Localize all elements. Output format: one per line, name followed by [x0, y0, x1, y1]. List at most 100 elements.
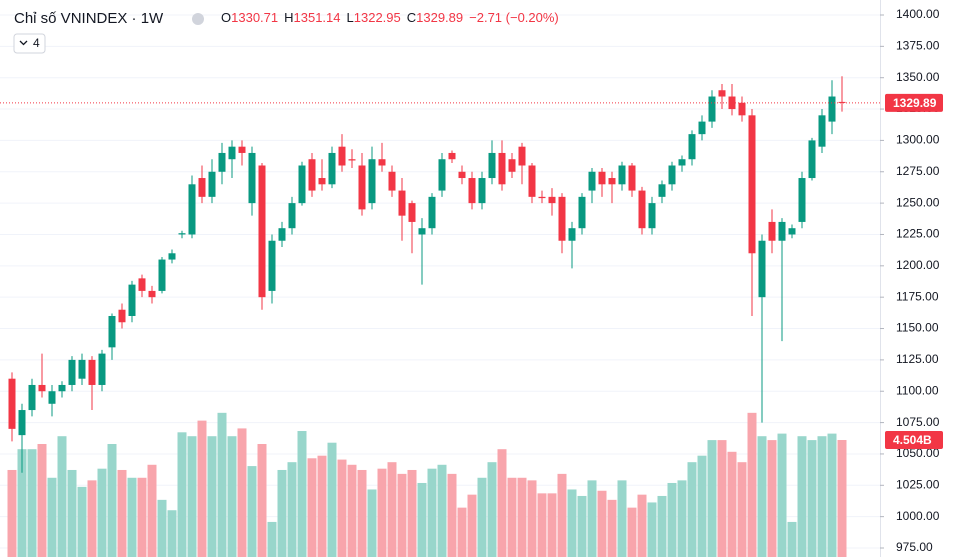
candle-body [248, 152, 256, 204]
volume-bar [217, 412, 227, 557]
candle-body [748, 115, 756, 254]
candle-body [818, 115, 826, 147]
candle-body [388, 171, 396, 191]
volume-bar [657, 495, 667, 557]
volume-bar [197, 420, 207, 557]
volume-bar [177, 432, 187, 557]
volume-bar [827, 433, 837, 557]
candle-body [168, 253, 176, 260]
candle-body [828, 96, 836, 122]
candle-body [68, 359, 76, 385]
volume-bar [267, 521, 277, 557]
candle-body [678, 159, 686, 166]
volume-bar [677, 480, 687, 557]
candle-body [838, 101, 846, 103]
volume-bar [447, 473, 457, 557]
candle-body [158, 259, 166, 291]
ohlc-value: 1329.89 [416, 10, 463, 25]
volume-bar [467, 494, 477, 557]
candle-body [598, 171, 606, 185]
y-tick-label: 1175.00 [896, 289, 939, 303]
volume-bar [437, 464, 447, 557]
candle-body [528, 165, 536, 197]
volume-bar [517, 477, 527, 557]
volume-bar [797, 436, 807, 557]
y-tick-label: 1075.00 [896, 415, 940, 429]
volume-badge [885, 431, 943, 449]
candle-body [278, 228, 286, 241]
volume-bar [547, 493, 557, 557]
candle-body [258, 165, 266, 298]
volume-bar [67, 469, 77, 557]
price-badge [885, 93, 943, 112]
candle-body [128, 284, 136, 316]
volume-bar [227, 436, 237, 557]
candle-body [548, 196, 556, 204]
candle-body [498, 152, 506, 185]
candle-body [768, 221, 776, 241]
candle-body [698, 121, 706, 135]
volume-bar [597, 490, 607, 557]
candle-body [478, 178, 486, 204]
candle-body [628, 165, 636, 191]
volume-bar [47, 477, 57, 557]
candle-body [368, 159, 376, 204]
volume-bar [187, 436, 197, 557]
volume-bar [807, 440, 817, 557]
ohlc-prefix: C [407, 10, 416, 25]
candle-body [298, 165, 306, 204]
volume-bar [667, 482, 677, 557]
volume-bar [837, 440, 847, 557]
y-tick-label: 1275.00 [896, 164, 940, 178]
candle-body [808, 140, 816, 179]
candle-body [788, 228, 796, 235]
y-tick-label: 1250.00 [896, 195, 940, 209]
volume-bar [37, 444, 47, 557]
price-badge-label: 1329.89 [893, 96, 937, 110]
candle-body [538, 196, 546, 199]
volume-bar [127, 477, 137, 557]
volume-bar [407, 469, 417, 557]
y-tick-label: 1400.00 [896, 7, 940, 21]
volume-bar [767, 440, 777, 557]
candle-body [398, 190, 406, 216]
candle-body [198, 178, 206, 197]
candle-body [458, 171, 466, 179]
volume-bar [17, 449, 27, 557]
volume-bar [117, 469, 127, 557]
volume-bar [147, 464, 157, 557]
candle-body [338, 146, 346, 166]
candle-body [48, 391, 56, 404]
candle-body [508, 159, 516, 172]
candle-body [558, 196, 566, 241]
volume-bar [757, 436, 767, 557]
volume-badge-label: 4.504B [893, 433, 932, 447]
volume-bar [367, 489, 377, 557]
candle-body [138, 278, 146, 291]
y-tick-label: 1100.00 [896, 383, 939, 397]
volume-bar [207, 436, 217, 557]
ohlc-prefix: L [347, 10, 354, 25]
volume-bar [167, 510, 177, 557]
volume-bar [497, 449, 507, 557]
volume-bar [777, 433, 787, 557]
candle-body [638, 190, 646, 229]
volume-bar [567, 489, 577, 557]
candle-body [778, 221, 786, 241]
candle-body [348, 159, 356, 161]
candle-body [218, 152, 226, 172]
indicator-toggle[interactable] [13, 33, 46, 54]
volume-bar [427, 468, 437, 557]
ohlc-prefix: O [221, 10, 231, 25]
volume-bar [77, 486, 87, 557]
volume-bar [277, 469, 287, 557]
volume-bar [587, 480, 597, 557]
candle-body [318, 178, 326, 185]
volume-bar [717, 440, 727, 557]
status-icon[interactable] [192, 13, 204, 25]
candle-body [38, 384, 46, 392]
volume-bar [247, 466, 257, 557]
volume-bar [297, 431, 307, 557]
volume-bar [337, 459, 347, 557]
